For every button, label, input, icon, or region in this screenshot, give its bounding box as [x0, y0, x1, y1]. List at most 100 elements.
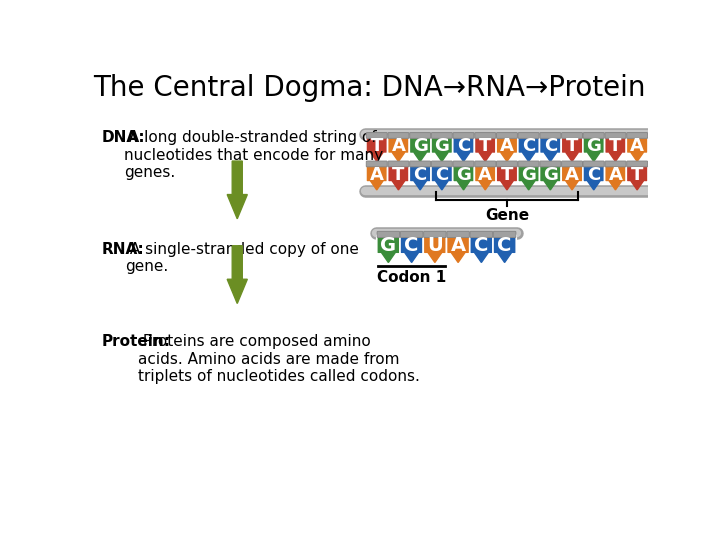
FancyBboxPatch shape	[387, 136, 409, 153]
FancyBboxPatch shape	[453, 164, 474, 182]
FancyBboxPatch shape	[626, 136, 648, 153]
Polygon shape	[609, 152, 622, 161]
Polygon shape	[405, 253, 418, 262]
Polygon shape	[428, 253, 441, 262]
Polygon shape	[522, 181, 535, 190]
FancyBboxPatch shape	[539, 164, 561, 182]
FancyBboxPatch shape	[540, 132, 561, 138]
FancyBboxPatch shape	[626, 132, 647, 138]
FancyBboxPatch shape	[518, 132, 539, 138]
Text: G: G	[521, 166, 536, 184]
Polygon shape	[588, 152, 600, 161]
FancyBboxPatch shape	[583, 136, 605, 153]
FancyBboxPatch shape	[366, 136, 387, 153]
FancyBboxPatch shape	[493, 235, 516, 254]
FancyBboxPatch shape	[605, 164, 626, 182]
FancyBboxPatch shape	[539, 136, 561, 153]
Polygon shape	[631, 181, 644, 190]
FancyBboxPatch shape	[562, 161, 582, 167]
FancyBboxPatch shape	[387, 164, 409, 182]
FancyBboxPatch shape	[474, 132, 495, 138]
Text: Codon 1: Codon 1	[377, 269, 446, 285]
Polygon shape	[436, 181, 448, 190]
Polygon shape	[522, 152, 535, 161]
FancyBboxPatch shape	[423, 235, 446, 254]
Polygon shape	[500, 181, 513, 190]
FancyBboxPatch shape	[474, 136, 496, 153]
FancyBboxPatch shape	[447, 231, 469, 238]
Polygon shape	[479, 181, 492, 190]
Text: G: G	[413, 137, 428, 155]
Polygon shape	[392, 152, 405, 161]
FancyBboxPatch shape	[518, 136, 539, 153]
Text: C: C	[522, 137, 535, 155]
Text: T: T	[631, 166, 644, 184]
FancyBboxPatch shape	[561, 136, 583, 153]
Text: A: A	[608, 166, 622, 184]
Text: T: T	[371, 137, 383, 155]
Polygon shape	[371, 181, 383, 190]
FancyBboxPatch shape	[453, 161, 474, 167]
FancyBboxPatch shape	[388, 132, 409, 138]
FancyBboxPatch shape	[470, 231, 492, 238]
Polygon shape	[566, 152, 578, 161]
Text: Proteins are composed amino
acids. Amino acids are made from
triplets of nucleot: Proteins are composed amino acids. Amino…	[138, 334, 420, 384]
Text: DNA:: DNA:	[102, 130, 145, 145]
FancyBboxPatch shape	[377, 231, 400, 238]
Polygon shape	[228, 161, 248, 219]
Text: Protein:: Protein:	[102, 334, 171, 349]
Text: C: C	[457, 137, 470, 155]
Text: C: C	[413, 166, 427, 184]
FancyBboxPatch shape	[540, 161, 561, 167]
Polygon shape	[609, 181, 622, 190]
FancyBboxPatch shape	[561, 164, 583, 182]
Text: The Central Dogma: DNA→RNA→Protein: The Central Dogma: DNA→RNA→Protein	[93, 74, 645, 102]
FancyBboxPatch shape	[562, 132, 582, 138]
Polygon shape	[457, 152, 470, 161]
FancyBboxPatch shape	[400, 231, 423, 238]
Text: A: A	[565, 166, 579, 184]
FancyBboxPatch shape	[409, 136, 431, 153]
FancyBboxPatch shape	[431, 164, 453, 182]
Polygon shape	[371, 152, 383, 161]
FancyBboxPatch shape	[496, 164, 518, 182]
Polygon shape	[498, 253, 511, 262]
FancyBboxPatch shape	[583, 164, 605, 182]
Polygon shape	[436, 152, 448, 161]
FancyBboxPatch shape	[366, 161, 387, 167]
Polygon shape	[414, 181, 426, 190]
Text: C: C	[544, 137, 557, 155]
Polygon shape	[382, 253, 395, 262]
FancyBboxPatch shape	[469, 235, 493, 254]
FancyBboxPatch shape	[410, 132, 431, 138]
Text: G: G	[380, 237, 397, 255]
Polygon shape	[500, 152, 513, 161]
Polygon shape	[457, 181, 470, 190]
Polygon shape	[544, 152, 557, 161]
FancyBboxPatch shape	[583, 161, 604, 167]
Text: C: C	[405, 237, 419, 255]
FancyBboxPatch shape	[453, 132, 474, 138]
FancyBboxPatch shape	[366, 132, 387, 138]
Text: T: T	[501, 166, 513, 184]
Polygon shape	[544, 181, 557, 190]
Polygon shape	[392, 181, 405, 190]
FancyBboxPatch shape	[518, 164, 539, 182]
FancyBboxPatch shape	[605, 132, 626, 138]
FancyBboxPatch shape	[474, 164, 496, 182]
Text: T: T	[609, 137, 621, 155]
Polygon shape	[566, 181, 578, 190]
Polygon shape	[479, 152, 492, 161]
Text: A: A	[370, 166, 384, 184]
FancyBboxPatch shape	[583, 132, 604, 138]
Text: C: C	[474, 237, 489, 255]
Text: A: A	[392, 137, 405, 155]
Text: Gene: Gene	[485, 208, 529, 223]
FancyBboxPatch shape	[474, 161, 495, 167]
FancyBboxPatch shape	[453, 136, 474, 153]
Text: A: A	[500, 137, 514, 155]
FancyBboxPatch shape	[409, 164, 431, 182]
FancyBboxPatch shape	[626, 161, 647, 167]
Text: C: C	[435, 166, 449, 184]
Text: A single-stranded copy of one
gene.: A single-stranded copy of one gene.	[125, 242, 359, 274]
